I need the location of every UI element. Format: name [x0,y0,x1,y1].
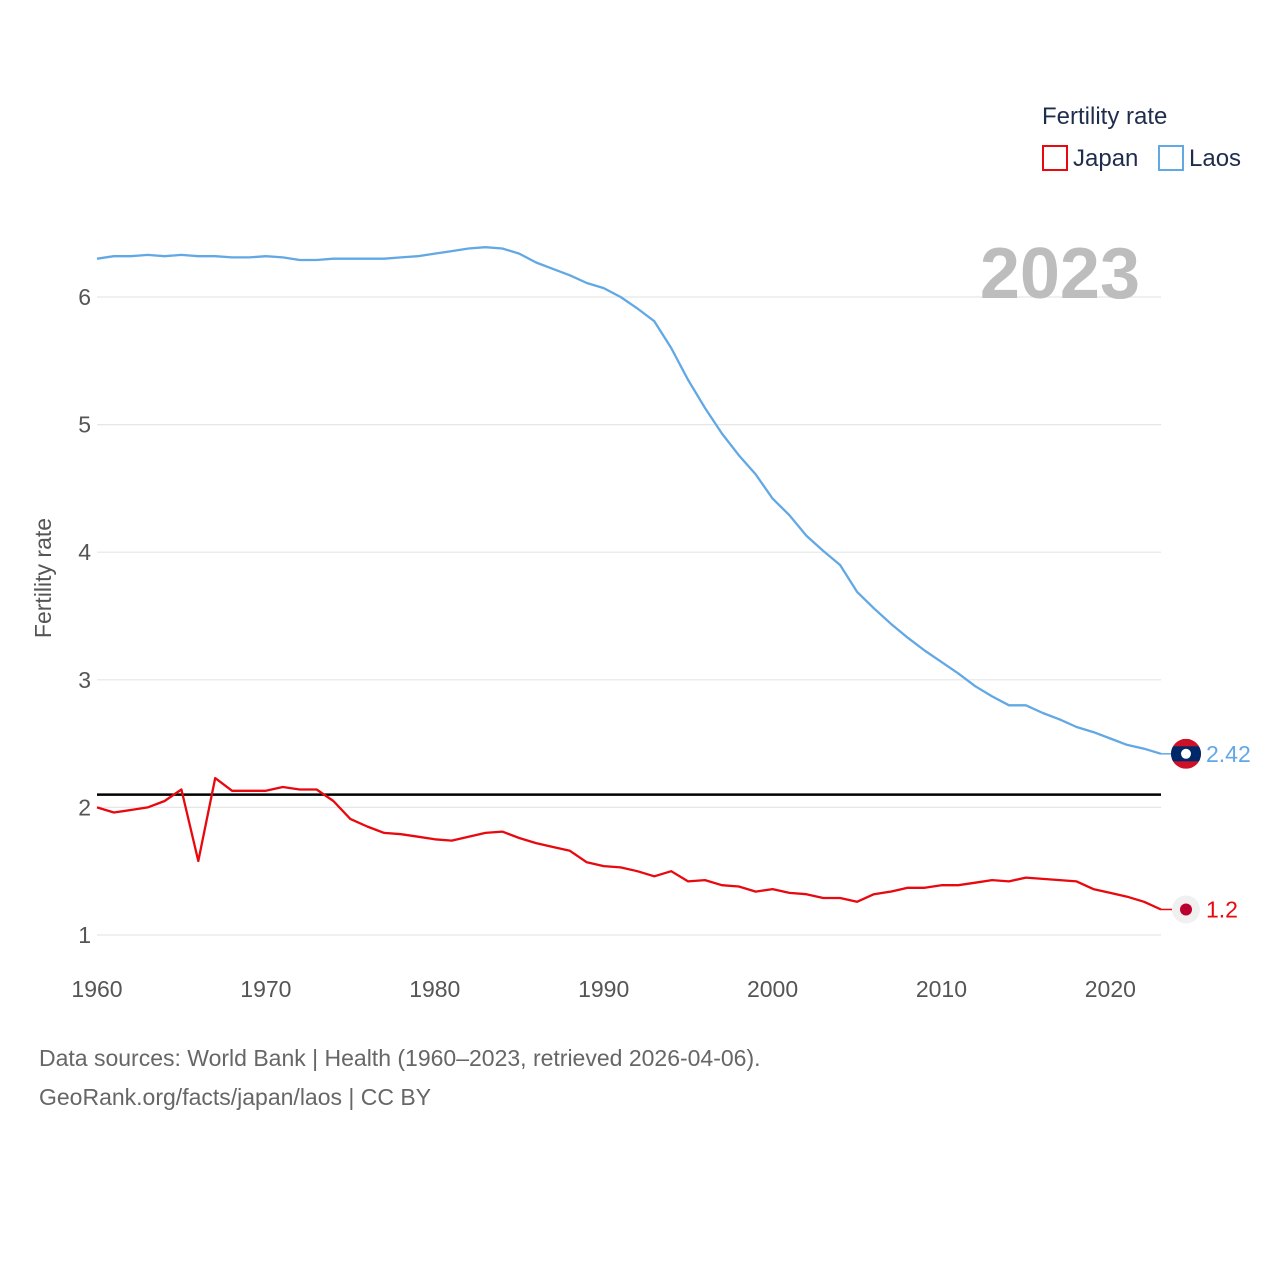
flag-japan-disc [1180,903,1192,916]
series-line-laos [96,246,1162,755]
flag-laos-moon [1181,748,1191,759]
legend-swatch-japan [1042,145,1068,171]
x-tick-label-1990: 1990 [578,976,629,1002]
series-group [96,246,1172,911]
legend-label-laos: Laos [1189,145,1241,172]
y-tick-label-2: 2 [78,794,91,820]
gridlines [97,296,1161,936]
footer-sources: Data sources: World Bank | Health (1960–… [39,1045,761,1071]
end-marker-japan [1172,895,1200,924]
y-tick-label-3: 3 [78,667,91,693]
current-year-label: 2023 [980,234,1140,314]
x-axis-ticks: 1960 1970 1980 1990 2000 2010 2020 [71,976,1136,1002]
series-line-japan [96,776,1162,911]
y-tick-label-1: 1 [78,922,91,948]
legend-item-laos[interactable]: Laos [1158,145,1241,172]
y-tick-label-4: 4 [78,539,91,565]
x-tick-label-1960: 1960 [71,976,122,1002]
footer-attribution: GeoRank.org/facts/japan/laos | CC BY [39,1084,432,1110]
end-value-japan: 1.2 [1206,896,1238,922]
y-tick-label-5: 5 [78,412,91,438]
x-tick-label-2020: 2020 [1085,976,1136,1002]
end-marker-laos [1171,738,1201,769]
end-value-laos: 2.42 [1206,741,1251,767]
x-tick-label-1980: 1980 [409,976,460,1002]
x-tick-label-1970: 1970 [240,976,291,1002]
end-markers: 1.2 2.42 [1171,738,1251,924]
legend-item-japan[interactable]: Japan [1042,145,1138,172]
legend-title: Fertility rate [1042,103,1167,130]
legend-label-japan: Japan [1073,145,1138,172]
x-tick-label-2000: 2000 [747,976,798,1002]
x-tick-label-2010: 2010 [916,976,967,1002]
y-axis-ticks: 1 2 3 4 5 6 [78,284,91,948]
flag-laos-icon [1171,738,1201,769]
legend-swatch-laos [1158,145,1184,171]
y-tick-label-6: 6 [78,284,91,310]
y-axis-title: Fertility rate [30,518,56,638]
